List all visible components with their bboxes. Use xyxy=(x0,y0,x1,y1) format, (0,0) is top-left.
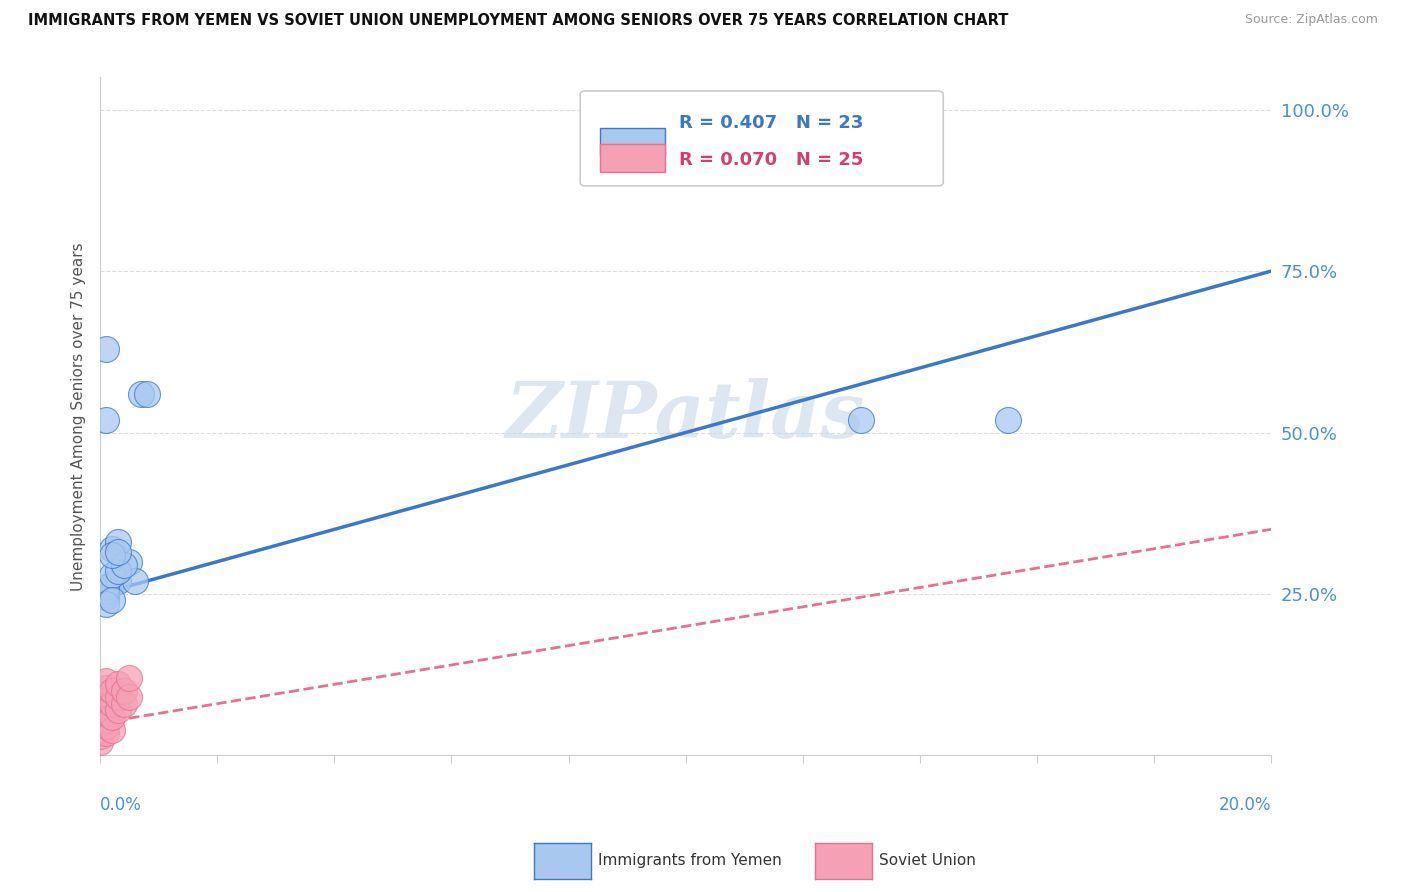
Point xyxy=(94,587,117,601)
Point xyxy=(107,677,129,691)
Text: Immigrants from Yemen: Immigrants from Yemen xyxy=(598,854,782,868)
Text: IMMIGRANTS FROM YEMEN VS SOVIET UNION UNEMPLOYMENT AMONG SENIORS OVER 75 YEARS C: IMMIGRANTS FROM YEMEN VS SOVIET UNION UN… xyxy=(28,13,1008,29)
Point xyxy=(89,729,111,743)
Point xyxy=(94,725,117,739)
Point xyxy=(118,690,141,705)
Point xyxy=(112,558,135,572)
FancyBboxPatch shape xyxy=(600,128,665,156)
Point xyxy=(136,386,159,401)
Text: R = 0.070   N = 25: R = 0.070 N = 25 xyxy=(679,152,863,169)
Point xyxy=(94,700,117,714)
Point xyxy=(101,723,124,737)
Point xyxy=(94,687,117,701)
Point xyxy=(107,535,129,549)
Point xyxy=(94,583,117,598)
Point xyxy=(118,555,141,569)
FancyBboxPatch shape xyxy=(600,144,665,172)
Point xyxy=(94,706,117,721)
Point xyxy=(101,697,124,711)
Point xyxy=(94,590,117,604)
Point xyxy=(101,567,124,582)
Point xyxy=(94,342,117,356)
Text: 0.0%: 0.0% xyxy=(100,796,142,814)
Text: ZIPatlas: ZIPatlas xyxy=(506,378,865,455)
Point xyxy=(107,703,129,717)
Text: R = 0.407   N = 23: R = 0.407 N = 23 xyxy=(679,114,863,133)
Point xyxy=(107,545,129,559)
Point xyxy=(107,690,129,705)
Y-axis label: Unemployment Among Seniors over 75 years: Unemployment Among Seniors over 75 years xyxy=(72,242,86,591)
Point xyxy=(101,709,124,723)
Point xyxy=(94,713,117,727)
Point xyxy=(124,574,146,588)
FancyBboxPatch shape xyxy=(581,91,943,186)
Text: Soviet Union: Soviet Union xyxy=(879,854,976,868)
Point xyxy=(118,671,141,685)
Point xyxy=(94,412,117,426)
Point xyxy=(94,681,117,695)
Point xyxy=(94,693,117,707)
Point xyxy=(101,683,124,698)
Point xyxy=(101,541,124,556)
Point xyxy=(94,581,117,595)
Point xyxy=(94,674,117,689)
Point xyxy=(101,548,124,562)
Point xyxy=(129,386,152,401)
Point xyxy=(112,697,135,711)
Point xyxy=(997,412,1019,426)
Point xyxy=(89,723,111,737)
Point xyxy=(94,719,117,733)
Point xyxy=(112,683,135,698)
Point xyxy=(89,716,111,731)
Point xyxy=(851,412,873,426)
Point xyxy=(94,597,117,611)
Point xyxy=(89,735,111,749)
Point xyxy=(107,574,129,588)
Point xyxy=(101,593,124,607)
Text: Source: ZipAtlas.com: Source: ZipAtlas.com xyxy=(1244,13,1378,27)
Text: 20.0%: 20.0% xyxy=(1219,796,1271,814)
Point xyxy=(101,577,124,591)
Point xyxy=(107,565,129,579)
Point xyxy=(89,709,111,723)
